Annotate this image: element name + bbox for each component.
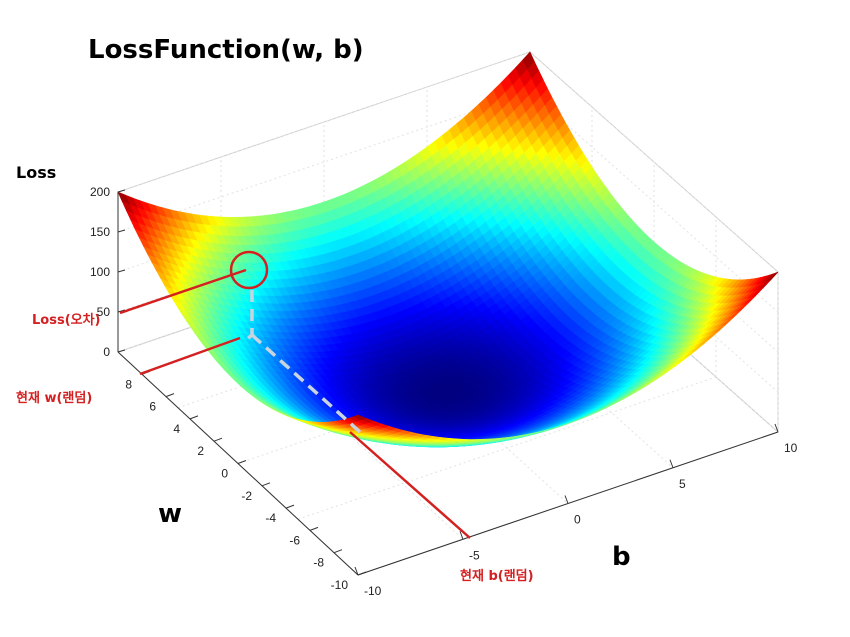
w-tick-mark [309,526,319,531]
b-tick-label: 10 [784,441,798,455]
z-tick-mark [117,229,126,233]
z-tick-mark [117,349,126,353]
z-tick-mark [117,269,126,273]
w-tick-label: -2 [241,489,252,503]
z-tick-mark [117,309,126,313]
w-tick-mark [189,415,199,420]
z-tick-label: 50 [97,305,111,319]
z-tick-mark [117,189,126,193]
w-axis-label: w [158,499,182,529]
b-tick-mark [564,495,569,504]
w-tick-label: 4 [173,422,180,436]
b-tick-label: -5 [469,548,480,562]
w-tick-mark [213,437,223,442]
b-tick-mark [459,531,464,540]
z-tick-label: 100 [90,265,110,279]
w-tick-label: 2 [197,444,204,458]
z-tick-label: 200 [90,185,110,199]
current-point-marker [229,250,269,290]
b-tick-mark [669,459,674,468]
surface-patch [352,414,367,421]
w-tick-label: -4 [265,511,276,525]
current-w-annotation: 현재 w(랜덤) [16,390,92,406]
surface-mesh [117,51,779,448]
w-tick-mark [237,460,247,464]
b-tick-mark [774,423,779,433]
w-tick-mark [165,393,175,398]
z-tick-label: 0 [103,345,110,359]
b-tick-label: -10 [364,584,382,598]
w-tick-mark [285,504,295,509]
w-tick-label: 8 [125,377,132,391]
axes: 0 50 100 150 200 -10 -8 -6 -4 -2 0 2 4 6 8 -10 -5 0 5 10 [90,185,798,598]
b-tick-mark [354,566,359,576]
loss-annotation-line [119,268,247,315]
b-tick-label: 5 [679,477,686,491]
z-axis-label: Loss [16,163,56,182]
b-tick-label: 0 [574,513,581,527]
chart-title: LossFunction(w, b) [88,35,364,65]
loss-annotation: Loss(오차) [32,312,101,328]
annotations: Loss(오차) 현재 w(랜덤) 현재 b(랜덤) [16,250,534,584]
current-b-annotation: 현재 b(랜덤) [460,568,534,584]
guide-dashes [244,290,362,434]
z-tick-label: 150 [90,225,110,239]
w-tick-label: 6 [149,400,156,414]
w-tick-mark [333,549,343,554]
w-tick-label: -10 [331,578,349,592]
b-annotation-line [349,431,471,539]
w-tick-label: -8 [313,556,324,570]
w-tick-mark [261,482,271,487]
w-tick-label: 0 [221,467,228,481]
b-axis-label: b [612,542,631,572]
w-annotation-line [139,336,241,376]
w-tick-label: -6 [289,533,300,547]
floor-grid-w [297,376,717,520]
